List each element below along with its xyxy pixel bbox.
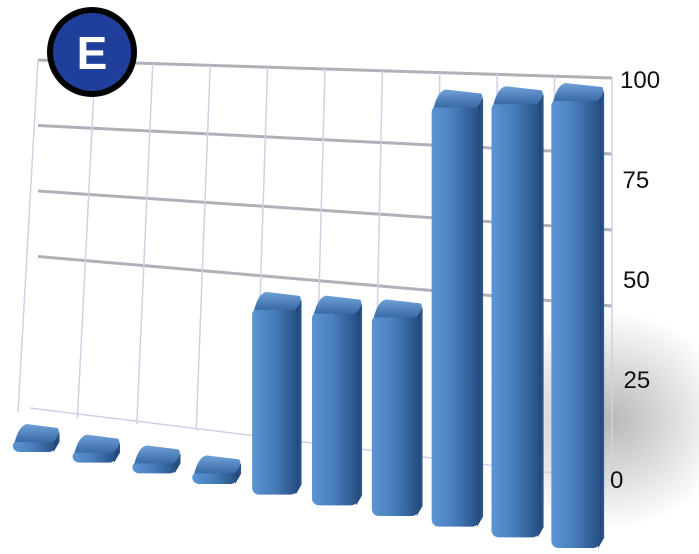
bar-front <box>252 307 298 495</box>
y-axis-ticks: 0 25 50 75 100 <box>610 67 660 494</box>
bar-top <box>433 89 483 108</box>
bar-front <box>311 311 359 506</box>
gridline-vertical <box>76 61 97 419</box>
y-tick-label: 25 <box>624 367 651 394</box>
bar-front <box>132 461 177 474</box>
gridline-vertical <box>136 63 154 425</box>
bar-front <box>491 102 540 538</box>
bar-top <box>134 445 180 464</box>
bar-front <box>371 315 419 516</box>
bar <box>192 455 242 484</box>
bar <box>551 83 605 548</box>
bar-front <box>72 450 117 463</box>
y-tick-label: 75 <box>623 167 650 194</box>
y-tick-label: 50 <box>623 267 650 294</box>
bar <box>132 445 181 474</box>
bar <box>371 299 423 516</box>
bar-front <box>551 99 601 548</box>
bar-top <box>254 291 301 310</box>
badge-letter: E <box>77 27 108 79</box>
bar-top <box>373 299 422 318</box>
bar <box>311 295 363 506</box>
bar-top <box>313 295 362 314</box>
bar-front <box>431 105 480 527</box>
bar-front <box>12 440 56 452</box>
y-tick-label: 0 <box>610 467 623 494</box>
bar-front <box>192 471 238 484</box>
bar <box>491 86 544 538</box>
badge: E <box>47 7 137 97</box>
bar-top <box>553 83 604 101</box>
gridline-vertical <box>195 65 211 431</box>
bar-top <box>14 424 59 442</box>
bar-top <box>493 86 543 105</box>
bar <box>12 424 60 452</box>
bar <box>252 291 302 495</box>
bar <box>72 434 121 463</box>
bar-top <box>194 455 241 474</box>
bars-layer <box>12 83 605 548</box>
bar-top <box>74 434 120 453</box>
bar <box>431 89 484 527</box>
gridline-vertical <box>17 59 39 413</box>
y-tick-label: 100 <box>620 67 660 94</box>
badge-circle <box>53 13 131 91</box>
